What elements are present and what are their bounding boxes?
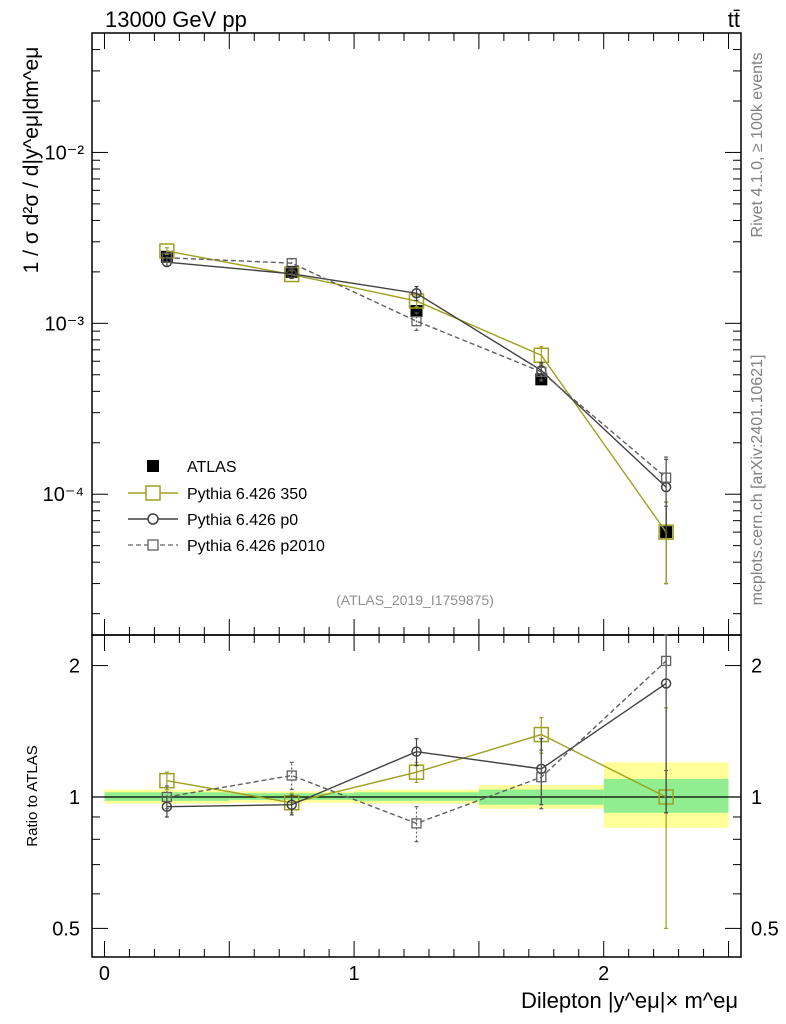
main-y-tick-label: 10⁻⁴ bbox=[43, 484, 84, 506]
mcplots-reference-text: mcplots.cern.ch [arXiv:2401.10621] bbox=[749, 355, 766, 606]
axis-ticks: 10⁻⁴ 10⁻³ 10⁻² 0 1 2 0.5 0.5 1 1 2 2 bbox=[43, 32, 779, 985]
legend-marker-p350 bbox=[145, 485, 161, 501]
legend-label-p2010: Pythia 6.426 p2010 bbox=[187, 538, 325, 555]
main-point-pythia-6-426-p2010 bbox=[286, 257, 297, 269]
ratio-y-tick-label-right: 0.5 bbox=[751, 918, 779, 940]
x-tick-label: 2 bbox=[598, 963, 609, 985]
analysis-label: (ATLAS_2019_I1759875) bbox=[336, 592, 494, 608]
ratio-y-tick-label-left: 0.5 bbox=[52, 918, 80, 940]
legend-label-p350: Pythia 6.426 350 bbox=[187, 486, 307, 503]
ratio-point-pythia-6-426-p2010 bbox=[536, 772, 547, 783]
main-point-pythia-6-426-p2010 bbox=[660, 472, 672, 483]
ratio-point-pythia-6-426-p2010 bbox=[411, 818, 422, 829]
ratio-point-pythia-6-426-p0 bbox=[660, 678, 672, 689]
data-series bbox=[159, 243, 674, 930]
main-ylabel: 1 / σ d²σ / d|y^eμ|dm^eμ bbox=[20, 47, 43, 274]
legend: ATLAS Pythia 6.426 350 Pythia 6.426 p0 P… bbox=[128, 459, 325, 555]
ratio-point-pythia-6-426-p2010 bbox=[161, 791, 173, 803]
x-axis-label: Dilepton |y^eμ|× m^eμ bbox=[521, 988, 738, 1013]
header-left-title: 13000 GeV pp bbox=[105, 7, 247, 32]
main-point-pythia-6-426-p0 bbox=[411, 287, 422, 299]
ratio-y-tick-label-right: 1 bbox=[751, 787, 762, 809]
main-point-pythia-6-426-p0 bbox=[286, 268, 297, 280]
main-point-pythia-6-426-p2010 bbox=[536, 366, 547, 378]
legend-marker-atlas bbox=[147, 460, 159, 472]
legend-marker-p0 bbox=[147, 513, 159, 525]
ratio-y-tick-label-right: 2 bbox=[751, 656, 762, 678]
rivet-version-text: Rivet 4.1.0, ≥ 100k events bbox=[749, 53, 766, 238]
legend-label-atlas: ATLAS bbox=[187, 459, 237, 476]
main-y-tick-label: 10⁻² bbox=[45, 142, 85, 164]
ratio-ylabel: Ratio to ATLAS bbox=[24, 745, 41, 846]
main-point-pythia-6-426-p2010 bbox=[161, 252, 173, 263]
x-tick-label: 0 bbox=[99, 963, 110, 985]
ratio-point-pythia-6-426-p2010 bbox=[286, 770, 297, 781]
ratio-y-tick-label-left: 2 bbox=[69, 656, 80, 678]
ratio-y-tick-label-left: 1 bbox=[69, 787, 80, 809]
ratio-point-pythia-6-426-p0 bbox=[286, 799, 297, 810]
ratio-panel-frame bbox=[91, 634, 742, 958]
ratio-point-pythia-6-426-p0 bbox=[161, 801, 173, 812]
legend-label-p0: Pythia 6.426 p0 bbox=[187, 512, 298, 529]
header-right-title: tt̄ bbox=[728, 7, 740, 32]
ratio-point-pythia-6-426-p2010 bbox=[660, 655, 672, 667]
x-tick-label: 1 bbox=[349, 963, 360, 985]
main-point-pythia-6-426-p2010 bbox=[411, 315, 422, 327]
legend-marker-p2010 bbox=[147, 539, 159, 551]
main-line-pythia-6-426-p2010 bbox=[166, 257, 667, 479]
ratio-line-pythia-6-426-p2010 bbox=[166, 660, 667, 825]
main-y-tick-label: 10⁻³ bbox=[45, 313, 85, 335]
ratio-point-pythia-6-426-p0 bbox=[411, 746, 422, 757]
